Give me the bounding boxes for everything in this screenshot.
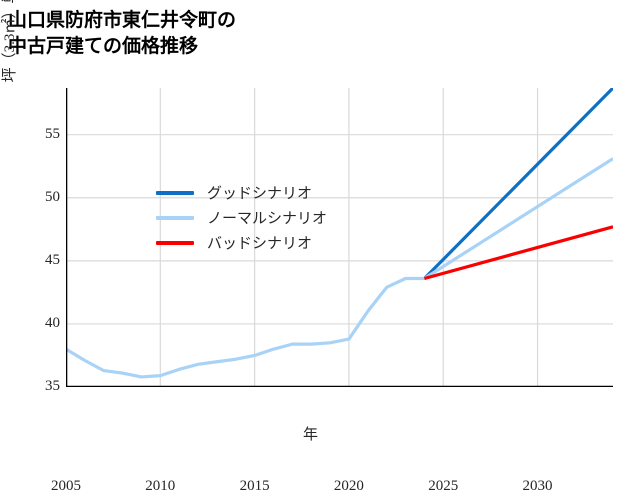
x-tick-label: 2010 bbox=[145, 478, 176, 494]
grid-lines bbox=[66, 88, 613, 387]
legend-label-good: グッドシナリオ bbox=[207, 186, 313, 202]
chart-title: 山口県防府市東仁井令町の 中古戸建ての価格推移 bbox=[8, 10, 237, 57]
legend-swatch-good bbox=[156, 190, 194, 195]
y-tick-label: 35 bbox=[45, 378, 60, 394]
x-tick-label: 2020 bbox=[333, 478, 364, 494]
legend-label-bad: バッドシナリオ bbox=[207, 236, 313, 252]
plot-svg bbox=[66, 88, 613, 387]
y-axis-label: 坪（3.3㎡）単価（万円） bbox=[0, 0, 19, 118]
series-line bbox=[423, 225, 613, 281]
plot-area: 35 40 45 50 55 2005 2010 2015 2020 2025 2030 グッドシ… bbox=[45, 88, 613, 494]
legend-item-bad: バッドシナリオ bbox=[156, 230, 327, 255]
x-tick-label: 2015 bbox=[239, 478, 270, 494]
legend-swatch-bad bbox=[156, 240, 194, 245]
series-line bbox=[423, 88, 613, 280]
legend-label-normal: ノーマルシナリオ bbox=[207, 211, 328, 227]
y-tick-label: 50 bbox=[45, 188, 60, 205]
y-tick-label: 45 bbox=[45, 251, 60, 268]
x-tick-label: 2025 bbox=[428, 478, 459, 494]
series-line bbox=[66, 157, 613, 379]
y-tick-label: 55 bbox=[45, 125, 60, 142]
x-axis-label: 年 bbox=[302, 427, 318, 443]
chart-legend: グッドシナリオ ノーマルシナリオ バッドシナリオ bbox=[150, 178, 333, 257]
x-tick-label: 2030 bbox=[522, 478, 553, 494]
y-tick-label: 40 bbox=[45, 314, 60, 331]
x-tick-label: 2005 bbox=[51, 478, 81, 494]
legend-item-normal: ノーマルシナリオ bbox=[156, 205, 327, 230]
legend-swatch-normal bbox=[156, 215, 194, 220]
legend-item-good: グッドシナリオ bbox=[156, 180, 327, 205]
series-lines bbox=[66, 88, 613, 379]
